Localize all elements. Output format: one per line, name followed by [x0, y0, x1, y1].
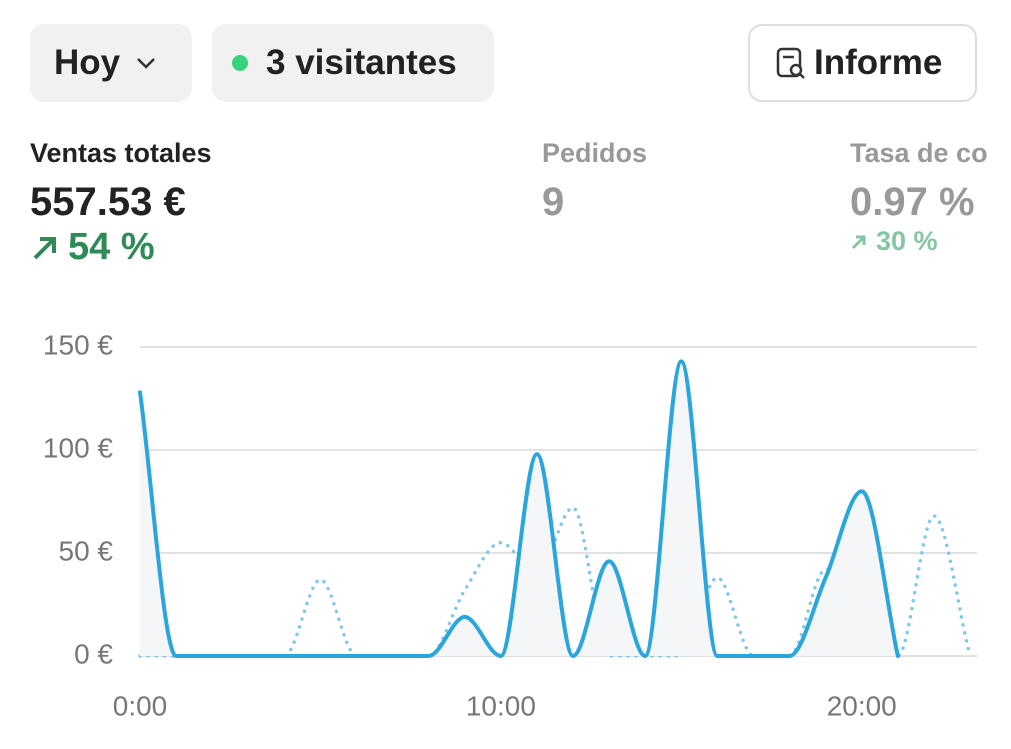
up-arrow-icon	[851, 235, 866, 249]
metric-value: 557.53 €	[30, 180, 186, 224]
x-tick-label: 10:00	[466, 690, 536, 721]
line	[138, 359, 900, 658]
y-tick-label: 150 €	[43, 329, 113, 360]
visitors-button[interactable]: 3 visitantes	[212, 24, 494, 102]
visitors-label: 3 visitantes	[266, 43, 457, 82]
metric-change: 54 %	[68, 226, 155, 268]
metric-sales[interactable]: Ventas totales 557.53 € 54 %	[30, 138, 212, 269]
period-button[interactable]: Hoy	[30, 24, 192, 102]
comparison-line	[138, 505, 972, 658]
period-label: Hoy	[54, 43, 121, 82]
x-tick-label: 0:00	[113, 690, 168, 721]
metric-label: Tasa de co	[850, 138, 988, 168]
y-tick-label: 100 €	[43, 432, 113, 463]
metric-orders[interactable]: Pedidos 9	[542, 138, 647, 226]
chevron-icon	[137, 58, 156, 69]
report-label: Informe	[814, 43, 943, 82]
y-tick-label: 50 €	[59, 535, 114, 566]
metric-change: 30 %	[876, 226, 938, 256]
report-button[interactable]: Informe	[748, 24, 977, 102]
x-tick-label: 20:00	[827, 690, 897, 721]
metric-change-row: 54 %	[30, 226, 212, 269]
metric-change-row: 30 %	[850, 226, 988, 257]
up-arrow-icon	[33, 236, 56, 259]
metric-conversion[interactable]: Tasa de co 0.97 % 30 %	[850, 138, 988, 257]
report-icon	[776, 47, 805, 79]
metric-label: Pedidos	[542, 138, 648, 168]
metric-label: Ventas totales	[30, 138, 212, 168]
metric-value: 0.97 %	[850, 180, 975, 224]
area	[140, 361, 898, 656]
y-tick-label: 0 €	[74, 638, 113, 669]
metric-value: 9	[542, 180, 565, 224]
live-dot	[232, 55, 248, 71]
